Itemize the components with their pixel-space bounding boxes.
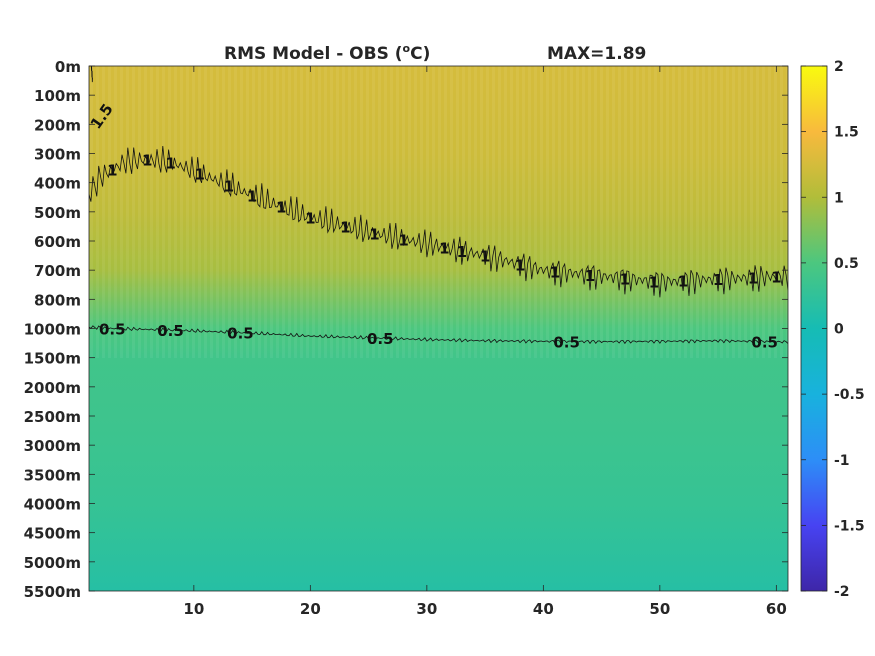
contour-label: 1 (550, 263, 560, 281)
contour-label: 0.5 (227, 325, 254, 343)
contour-label: 1 (678, 273, 688, 291)
y-tick-label: 1000m (24, 321, 81, 339)
field-texture (89, 66, 788, 358)
y-axis: 0m 100m 200m 300m 400m 500m 600m 700m 800m 1000m 1… (24, 58, 788, 601)
svg-text:RMS Model - OBS (oC): RMS Model - OBS (oC) (224, 42, 430, 64)
contour-label: 1 (305, 210, 315, 228)
contour-label: 1 (340, 218, 350, 236)
y-tick-label: 700m (34, 262, 81, 280)
chart-title: RMS Model - OBS (oC) MAX=1.89 (224, 42, 646, 64)
x-tick-label: 40 (533, 600, 554, 618)
y-tick-label: 500m (34, 204, 81, 222)
y-tick-label: 5000m (24, 554, 81, 572)
contour-label: 1 (439, 239, 449, 257)
contour-label: 0.5 (751, 334, 778, 352)
colorbar-tick-label: -1 (834, 453, 850, 469)
x-tick-label: 20 (300, 600, 321, 618)
y-tick-label: 3000m (24, 437, 81, 455)
contour-label: 1 (585, 267, 595, 285)
contour-label: 0.5 (553, 333, 580, 351)
contour-label: 1 (515, 256, 525, 274)
contour-label: 1 (649, 273, 659, 291)
y-tick-label: 600m (34, 233, 81, 251)
colorbar-tick-label: 0 (834, 322, 844, 338)
y-tick-label: 100m (34, 87, 81, 105)
y-tick-label: 2000m (24, 379, 81, 397)
colorbar-tick-label: -0.5 (834, 387, 865, 403)
contour-label: 1 (398, 231, 408, 249)
contour-label: 1 (194, 165, 204, 183)
y-tick-label: 3500m (24, 466, 81, 484)
colorbar-tick-label: -2 (834, 584, 850, 600)
contour-label: 1 (748, 269, 758, 287)
x-tick-label: 30 (416, 600, 437, 618)
contour-label: 1 (165, 154, 175, 172)
colorbar-tick-label: 0.5 (834, 256, 859, 272)
x-axis: 10 20 30 40 50 60 (183, 66, 787, 618)
contour-label: 1 (480, 248, 490, 266)
y-tick-label: 300m (34, 146, 81, 164)
contour-label: 1 (771, 268, 781, 286)
x-tick-label: 60 (766, 600, 787, 618)
title-main: RMS Model - OBS ( (224, 44, 403, 64)
colorbar-tick-label: 2 (834, 59, 844, 75)
contour-label: 1 (713, 271, 723, 289)
y-tick-label: 1500m (24, 350, 81, 368)
contour-label: 1 (142, 151, 152, 169)
contour-line-1 (89, 145, 788, 298)
colorbar-ticks: 2 1.5 1 0.5 0 -0.5 -1 -1.5 -2 (801, 59, 865, 600)
y-tick-label: 200m (34, 116, 81, 134)
y-tick-label: 2500m (24, 408, 81, 426)
colorbar: 2 1.5 1 0.5 0 -0.5 -1 -1.5 -2 (800, 59, 865, 600)
y-tick-label: 5500m (24, 583, 81, 601)
contour-line-1-5 (90, 66, 93, 83)
title-max: MAX=1.89 (547, 44, 646, 64)
colorbar-tick-label: -1.5 (834, 518, 865, 534)
y-tick-label: 400m (34, 175, 81, 193)
contour-label: 0.5 (157, 322, 184, 340)
title-superscript: o (403, 42, 411, 55)
colorbar-tick-label: 1.5 (834, 125, 859, 141)
title-unit: C) (410, 44, 430, 64)
contour-label: 1 (107, 162, 117, 180)
y-tick-label: 4000m (24, 496, 81, 514)
contour-label: 1 (620, 270, 630, 288)
contour-label: 1 (457, 243, 467, 261)
y-tick-label: 4500m (24, 525, 81, 543)
contour-label: 0.5 (99, 321, 126, 339)
contour-label: 1 (369, 225, 379, 243)
y-tick-label: 800m (34, 291, 81, 309)
colorbar-tick-label: 1 (834, 190, 844, 206)
contour-label: 1 (247, 187, 257, 205)
y-tick-label: 0m (55, 58, 81, 76)
contour-line-0-5 (89, 325, 788, 345)
contour-label: 1 (224, 178, 234, 196)
contour-label: 1 (276, 199, 286, 217)
x-tick-label: 50 (649, 600, 670, 618)
contour-label: 0.5 (367, 330, 394, 348)
x-tick-label: 10 (183, 600, 204, 618)
